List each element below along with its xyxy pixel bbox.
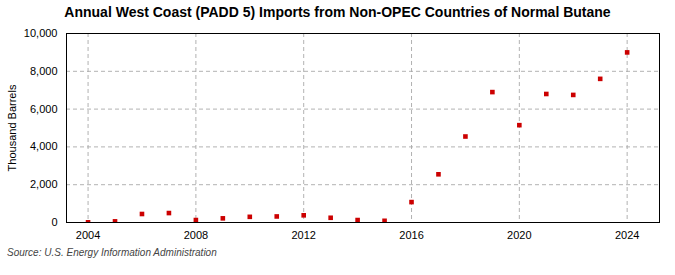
svg-text:8,000: 8,000 [30,65,58,77]
svg-text:4,000: 4,000 [30,140,58,152]
svg-text:2008: 2008 [184,229,208,241]
svg-text:2024: 2024 [615,229,639,241]
html-text:Source: U.S. Energy Informatio: Source: U.S. Energy Information Administ… [7,247,217,258]
svg-text:Thousand Barrels: Thousand Barrels [6,84,18,171]
svg-text:2012: 2012 [291,229,315,241]
svg-text:2,000: 2,000 [30,178,58,190]
svg-text:10,000: 10,000 [24,27,58,39]
svg-text:2004: 2004 [76,229,100,241]
svg-text:0: 0 [51,216,57,228]
svg-text:6,000: 6,000 [30,103,58,115]
html-text:Annual West Coast (PADD 5) Imp: Annual West Coast (PADD 5) Imports from … [64,4,611,20]
svg-text:2016: 2016 [399,229,423,241]
svg-text:2020: 2020 [507,229,531,241]
